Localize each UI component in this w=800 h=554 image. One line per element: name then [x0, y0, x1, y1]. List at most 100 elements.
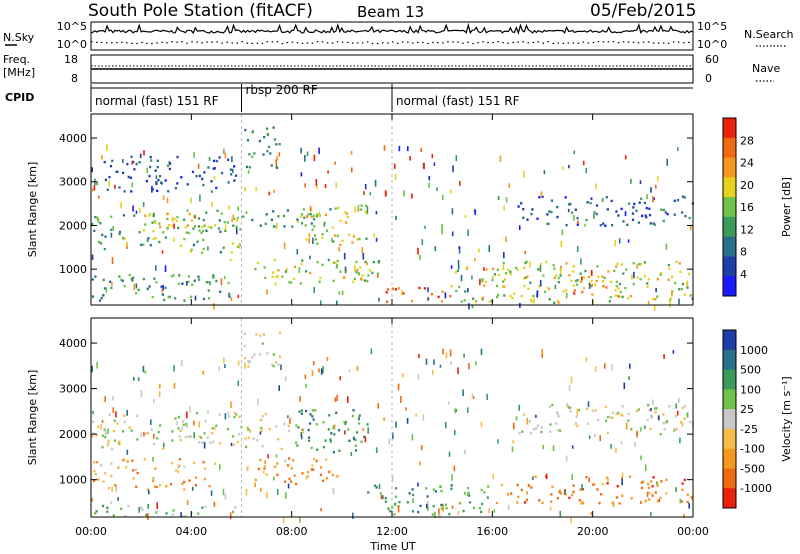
velocity-cell — [177, 470, 180, 473]
power-ylabel: Slant Range [km] — [26, 162, 39, 258]
date-title: 05/Feb/2015 — [590, 1, 696, 21]
velocity-noise — [224, 493, 227, 500]
velocity-cell — [174, 417, 177, 420]
power-cell — [617, 287, 620, 290]
power-noise — [457, 260, 460, 266]
velocity-cell — [335, 411, 338, 414]
power-cell — [230, 173, 233, 176]
velocity-cell — [557, 428, 560, 432]
power-noise — [91, 254, 94, 261]
velocity-cell — [617, 411, 620, 415]
velocity-noise — [588, 435, 591, 440]
nsearch-point — [101, 41, 103, 44]
velocity-cell — [194, 484, 197, 487]
power-cell — [553, 301, 556, 304]
power-cell — [573, 292, 576, 295]
power-cell — [251, 218, 254, 222]
velocity-cell — [463, 492, 466, 495]
power-cell — [632, 282, 635, 286]
velocity-cell — [264, 465, 267, 468]
velocity-cell — [575, 415, 578, 418]
power-cell — [118, 275, 121, 278]
power-cell — [213, 159, 216, 163]
power-noise — [213, 303, 215, 310]
velocity-cell — [287, 464, 290, 467]
freq-unit: [MHz] — [3, 66, 35, 79]
velocity-noise — [425, 358, 428, 365]
power-cell — [122, 237, 125, 240]
velocity-cell — [516, 483, 519, 487]
velocity-noise — [568, 385, 571, 391]
power-cell — [207, 289, 210, 292]
power-cell — [360, 208, 363, 211]
power-cell — [550, 210, 553, 214]
nsearch-point — [567, 42, 570, 44]
power-cell — [94, 275, 97, 278]
power-cell — [595, 212, 598, 216]
velocity-cell — [131, 459, 134, 462]
power-cell — [669, 297, 672, 300]
power-cell — [646, 282, 649, 285]
velocity-cell — [124, 514, 127, 518]
velocity-noise — [133, 377, 135, 381]
velocity-cell — [338, 449, 341, 452]
velocity-cell — [128, 426, 131, 429]
velocity-cell — [212, 440, 215, 444]
velocity-noise — [382, 495, 384, 500]
power-cell — [156, 159, 159, 162]
power-cell — [334, 207, 337, 210]
velocity-cell — [218, 441, 221, 445]
power-cell — [210, 190, 213, 193]
velocity-noise — [275, 454, 278, 458]
power-noise — [306, 215, 308, 219]
velocity-cell — [500, 483, 504, 487]
power-cell — [146, 239, 149, 242]
power-noise — [213, 175, 216, 180]
power-cell — [145, 179, 148, 183]
nsearch-point — [517, 41, 519, 43]
power-cell — [352, 280, 355, 283]
power-cell — [270, 218, 273, 221]
power-cell — [355, 270, 358, 274]
velocity-ytick-label: 4000 — [59, 337, 87, 350]
power-cell — [187, 231, 190, 235]
power-cell — [177, 226, 180, 230]
power-cell — [110, 215, 113, 218]
velocity-noise — [675, 403, 677, 409]
power-cell — [163, 298, 166, 302]
velocity-cell — [208, 485, 211, 488]
power-cell — [345, 212, 348, 215]
power-cell — [660, 272, 663, 275]
power-cell — [118, 230, 122, 234]
velocity-cell — [102, 480, 105, 483]
power-cell — [227, 181, 230, 184]
power-colorbar-swatch — [723, 118, 736, 139]
power-noise — [229, 258, 232, 262]
power-cell — [359, 266, 362, 269]
velocity-cell — [146, 431, 150, 435]
nsearch-point — [141, 41, 143, 44]
power-cell — [210, 180, 213, 183]
power-cell — [548, 298, 551, 301]
power-cell — [190, 219, 193, 222]
power-noise — [224, 152, 227, 159]
nsearch-point — [106, 42, 108, 44]
power-cell — [239, 228, 242, 231]
power-cell — [197, 225, 201, 228]
power-noise — [166, 197, 169, 204]
velocity-noise — [266, 491, 268, 499]
velocity-noise — [516, 500, 519, 505]
power-noise — [276, 156, 278, 161]
velocity-noise — [457, 511, 460, 516]
power-cell — [632, 262, 635, 265]
power-cell — [631, 212, 634, 215]
velocity-noise — [218, 366, 221, 372]
velocity-cell — [654, 407, 657, 410]
velocity-cell — [301, 472, 304, 475]
velocity-noise — [284, 459, 287, 463]
power-cell — [179, 244, 182, 248]
velocity-cell — [538, 499, 541, 502]
velocity-cell — [344, 420, 347, 424]
velocity-cell — [480, 510, 483, 514]
power-noise — [194, 215, 197, 219]
